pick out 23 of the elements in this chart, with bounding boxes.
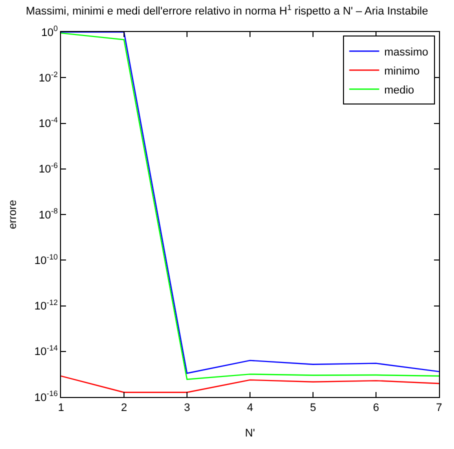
y-tick-label: 10$^{-14}$	[34, 344, 59, 358]
legend-label: massimo	[384, 46, 428, 58]
y-tick-label: 10$^{-4}$	[38, 115, 59, 130]
y-tick-label: 10$^{-12}$	[34, 298, 58, 313]
x-tick-label: 4	[246, 402, 254, 414]
x-tick-label: 5	[310, 402, 316, 414]
x-tick-label: 6	[372, 402, 380, 414]
y-tick-label: 10$^{-2}$	[38, 70, 58, 84]
y-tick-label: 10$^{-16}$	[34, 389, 58, 404]
x-tick-label: 1	[58, 402, 64, 414]
x-tick-label: 3	[184, 402, 190, 414]
legend-label: medio	[384, 84, 414, 96]
x-axis-title: N'	[244, 427, 256, 440]
chart-title: Massimi, minimi e medi dell'errore relativo in norma H$^{1}$ rispetto a N' – Aria Instabile	[26, 2, 428, 18]
y-tick-label: 10$^{0}$	[41, 24, 58, 39]
x-tick-label: 7	[436, 402, 442, 414]
y-tick-label: 10$^{-8}$	[38, 206, 58, 222]
y-tick-label: 10$^{-10}$	[34, 252, 58, 267]
line-series	[61, 375, 439, 393]
y-axis-title: errore	[7, 200, 20, 230]
legend-label: minimo	[384, 65, 420, 78]
y-tick-label: 10$^{-6}$	[38, 161, 58, 176]
x-tick-label: 2	[120, 402, 128, 414]
